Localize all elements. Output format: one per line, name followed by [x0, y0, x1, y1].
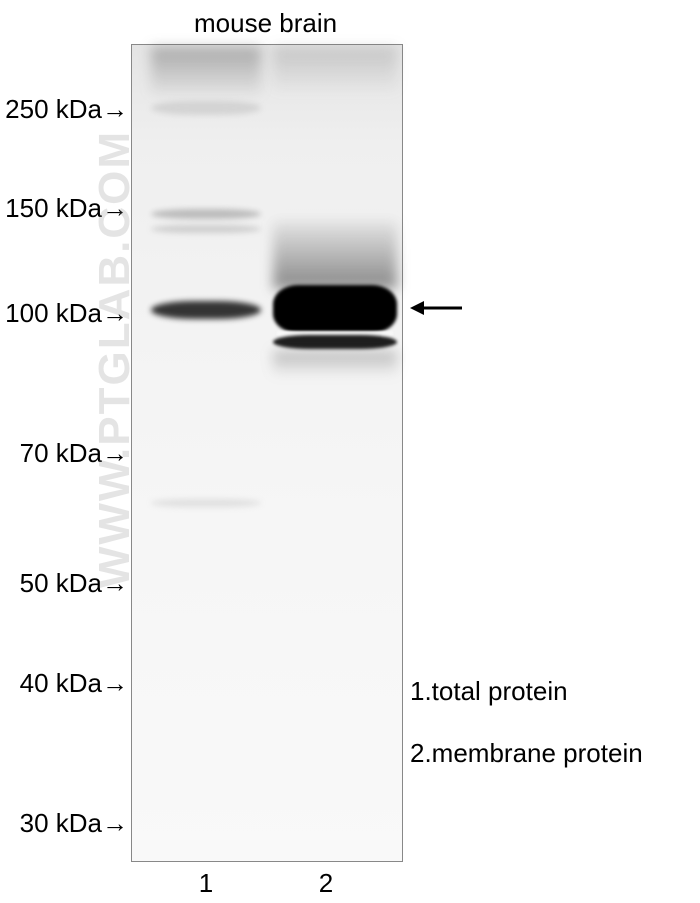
mw-label-70: 70 kDa→	[20, 438, 128, 469]
lane2-band-100-main	[273, 285, 397, 333]
lane1-band-150b	[151, 225, 261, 233]
lane2-smear-below	[273, 351, 397, 375]
sample-title: mouse brain	[194, 8, 337, 39]
lane1-top-smear	[151, 47, 261, 95]
blot-background	[132, 45, 402, 861]
mw-label-150: 150 kDa→	[5, 193, 128, 224]
lane2-smear-above-main	[273, 221, 397, 289]
mw-label-250: 250 kDa→	[5, 94, 128, 125]
legend-1: 1.total protein	[410, 676, 568, 707]
lane1-band-100	[151, 301, 261, 319]
lane1-band-60	[151, 499, 261, 507]
mw-label-40: 40 kDa→	[20, 668, 128, 699]
lane-label-2: 2	[316, 868, 336, 899]
legend-2: 2.membrane protein	[410, 738, 643, 769]
mw-label-100: 100 kDa→	[5, 298, 128, 329]
mw-label-50: 50 kDa→	[20, 568, 128, 599]
lane1-band-250	[151, 101, 261, 115]
band-arrow-icon	[408, 296, 464, 320]
lane1-band-150a	[151, 209, 261, 219]
lane-label-1: 1	[196, 868, 216, 899]
figure-container: mouse brain 250 kDa→ 150 kDa→ 100 kDa→ 7…	[0, 0, 700, 903]
blot-membrane	[131, 44, 403, 862]
mw-label-30: 30 kDa→	[20, 808, 128, 839]
lane2-band-sub	[273, 335, 397, 349]
lane2-top-smear	[273, 47, 397, 91]
